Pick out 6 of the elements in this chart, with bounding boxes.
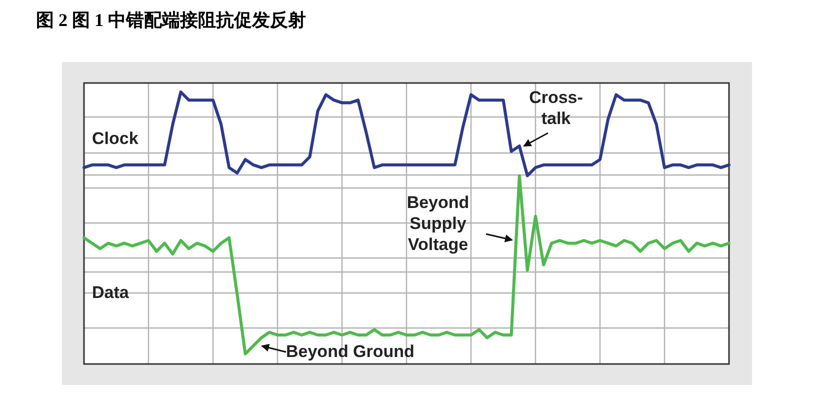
annotation: Beyond Ground bbox=[286, 342, 414, 361]
annotation: Cross- talk bbox=[529, 88, 583, 128]
series-label: Clock bbox=[92, 129, 139, 148]
chart-title: 图 2 图 1 中错配端接阻抗促发反射 bbox=[36, 10, 306, 30]
text: Data bbox=[92, 283, 130, 302]
annotation: Beyond Supply Voltage bbox=[406, 193, 470, 254]
